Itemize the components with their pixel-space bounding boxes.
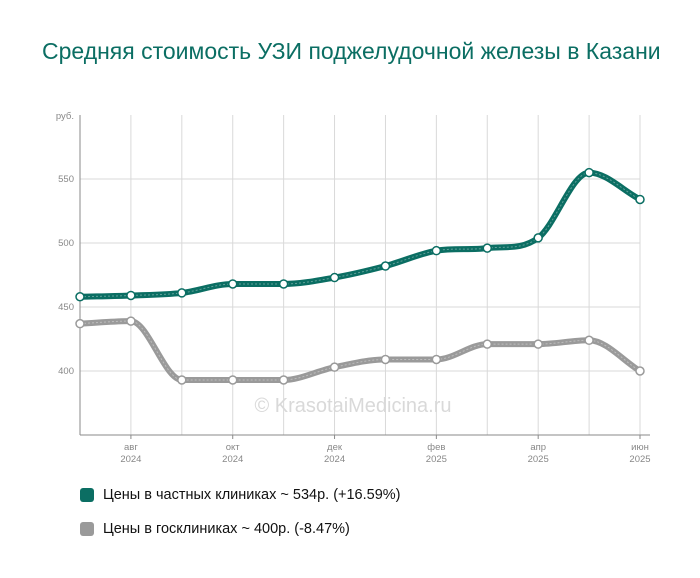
data-point-public — [635, 366, 645, 376]
x-tick-month: авг — [124, 442, 138, 453]
data-point-public — [227, 375, 238, 385]
x-tick-year: 2025 — [426, 454, 447, 465]
data-point-public — [329, 362, 340, 372]
data-point-public — [177, 375, 187, 385]
data-point-public — [533, 339, 543, 349]
x-tick-year: 2025 — [528, 454, 549, 465]
data-point-private — [227, 279, 238, 289]
data-point-private — [380, 261, 391, 271]
watermark: © KrasotaiMedicina.ru — [254, 395, 451, 417]
data-point-private — [177, 288, 187, 298]
x-tick-year: 2025 — [629, 454, 650, 465]
data-point-private — [533, 233, 543, 243]
legend-item-private[interactable]: Цены в частных клиниках ~ 534р. (+16.59%… — [80, 484, 401, 506]
data-point-private — [635, 194, 645, 205]
y-tick-label: 550 — [58, 174, 74, 185]
chart-title: Средняя стоимость УЗИ поджелудочной желе… — [42, 38, 661, 64]
data-point-public — [482, 339, 493, 349]
data-point-public — [584, 335, 594, 346]
x-tick-year: 2024 — [120, 454, 141, 465]
data-point-public — [278, 375, 289, 385]
data-point-private — [482, 243, 493, 253]
x-tick-year: 2024 — [222, 454, 243, 465]
x-tick-month: дек — [327, 442, 343, 453]
x-tick-month: апр — [530, 442, 546, 453]
series-line-private — [77, 169, 643, 300]
data-point-public — [380, 354, 391, 365]
series-line-texture-public — [79, 320, 641, 381]
y-axis-unit-label: руб. — [56, 111, 74, 122]
series-line-texture-private — [79, 172, 641, 298]
y-tick-label: 500 — [58, 238, 74, 249]
data-point-private — [126, 290, 136, 301]
legend-swatch-private — [80, 488, 94, 502]
y-tick-label: 400 — [58, 366, 74, 377]
x-tick-month: июн — [631, 442, 649, 453]
data-point-private — [584, 167, 594, 178]
data-point-public — [431, 354, 442, 365]
y-tick-label: 450 — [58, 302, 74, 313]
legend-item-public[interactable]: Цены в госклиниках ~ 400р. (-8.47%) — [80, 518, 401, 540]
data-point-private — [278, 279, 289, 289]
data-point-private — [431, 245, 442, 256]
data-point-public — [75, 318, 85, 329]
legend: Цены в частных клиниках ~ 534р. (+16.59%… — [80, 484, 401, 552]
x-tick-month: окт — [226, 442, 241, 453]
legend-label-public: Цены в госклиниках ~ 400р. (-8.47%) — [103, 521, 350, 537]
data-point-public — [126, 316, 136, 326]
data-point-private — [75, 292, 85, 302]
legend-label-private: Цены в частных клиниках ~ 534р. (+16.59%… — [103, 487, 401, 503]
x-tick-month: фев — [427, 442, 445, 453]
x-tick-year: 2024 — [324, 454, 345, 465]
data-point-private — [329, 272, 340, 283]
legend-swatch-public — [80, 522, 94, 536]
